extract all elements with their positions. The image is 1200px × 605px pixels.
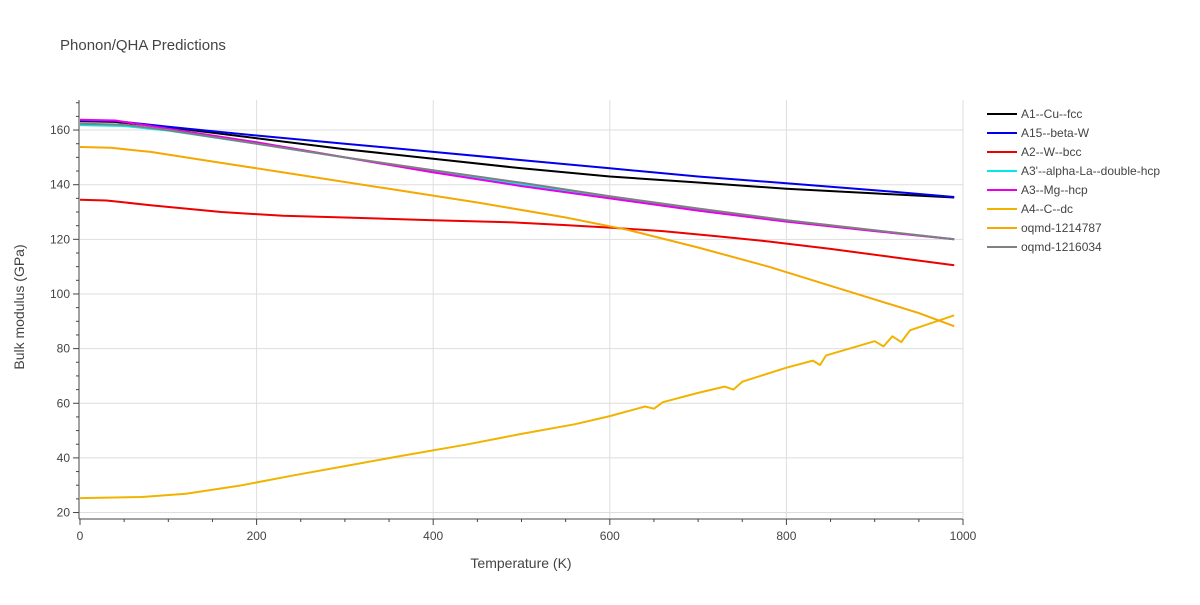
legend-item[interactable]: A2--W--bcc [987,145,1081,159]
legend-label: A1--Cu--fcc [1021,107,1082,121]
legend-item[interactable]: oqmd-1216034 [987,240,1102,254]
series-line[interactable] [79,314,955,500]
x-tick-label: 1000 [950,529,977,543]
x-axis-title: Temperature (K) [470,555,571,571]
y-tick-label: 160 [50,123,70,137]
grid-layer [80,100,964,518]
legend-item[interactable]: A1--Cu--fcc [987,107,1082,121]
y-tick-label: 40 [57,451,71,465]
y-tick-label: 120 [50,232,70,246]
y-tick-label: 20 [57,506,71,520]
y-tick-label: 100 [50,287,70,301]
x-tick-label: 600 [600,529,620,543]
series-line[interactable] [79,118,955,241]
legend-label: oqmd-1214787 [1021,221,1102,235]
legend-item[interactable]: oqmd-1214787 [987,221,1102,235]
series-line[interactable] [79,198,955,267]
series-line[interactable] [79,146,955,328]
legend-label: A3--Mg--hcp [1021,183,1088,197]
y-tick-label: 60 [57,396,71,410]
y-axis-title: Bulk modulus (GPa) [11,244,27,369]
x-tick-label: 800 [776,529,796,543]
chart-title: Phonon/QHA Predictions [60,37,226,54]
legend-item[interactable]: A3'--alpha-La--double-hcp [987,164,1160,178]
legend-label: oqmd-1216034 [1021,240,1102,254]
legend-label: A4--C--dc [1021,202,1073,216]
x-tick-label: 400 [423,529,443,543]
series-line[interactable] [79,119,955,198]
y-tick-label: 80 [57,342,71,356]
legend-label: A2--W--bcc [1021,145,1081,159]
series-line[interactable] [79,122,955,241]
legend-label: A15--beta-W [1021,126,1090,140]
x-tick-label: 200 [247,529,267,543]
legend-item[interactable]: A3--Mg--hcp [987,183,1088,197]
x-tick-label: 0 [77,529,84,543]
y-tick-label: 140 [50,178,70,192]
legend-item[interactable]: A15--beta-W [987,126,1090,140]
legend-label: A3'--alpha-La--double-hcp [1021,164,1160,178]
legend[interactable]: A1--Cu--fcc A15--beta-W A2--W--bcc A3'--alp… [987,107,1160,254]
series-layer [79,118,955,500]
axis-layer: 0 200 400 600 800 1000 20 40 60 80 100 120 140 160 [50,100,977,543]
legend-item[interactable]: A4--C--dc [987,202,1073,216]
